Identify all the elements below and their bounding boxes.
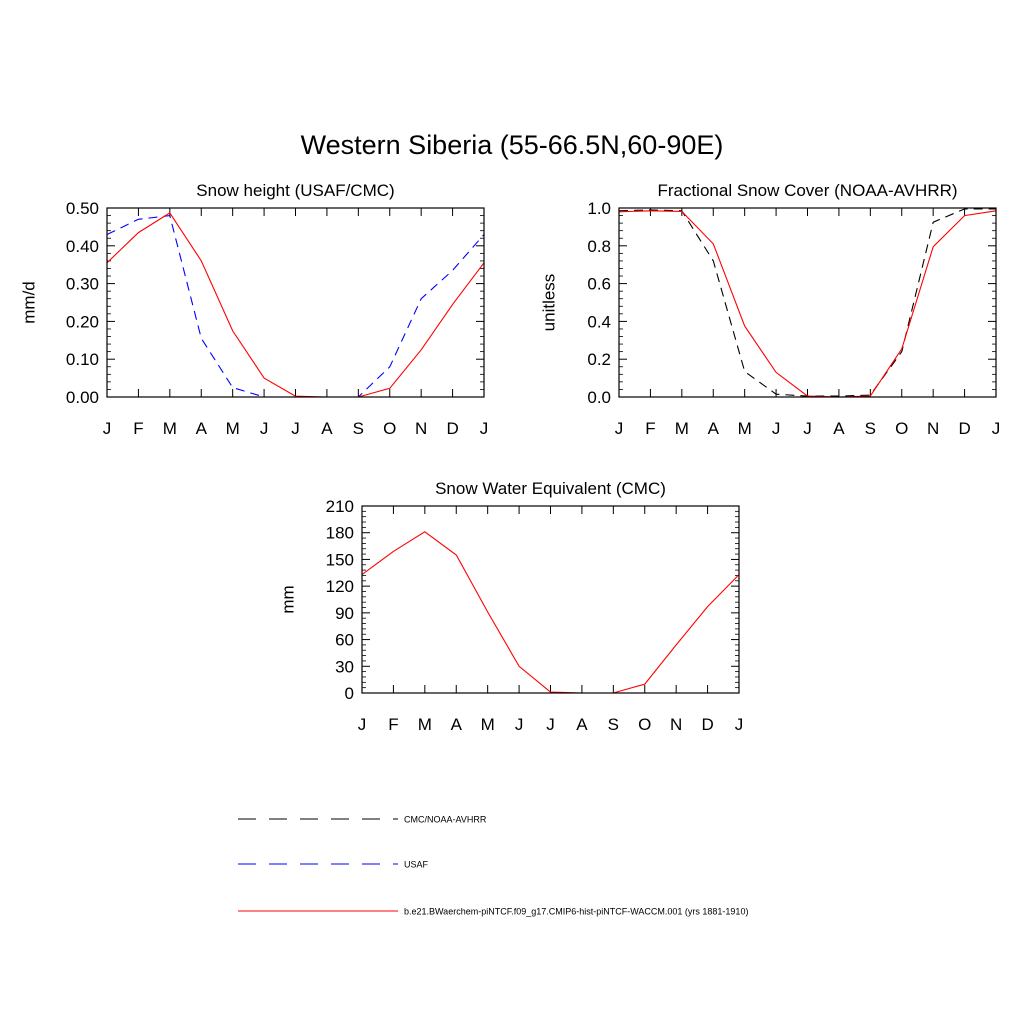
panel-title: Snow Water Equivalent (CMC) bbox=[435, 479, 666, 498]
x-tick-label: M bbox=[675, 419, 689, 438]
y-tick-label: 0.4 bbox=[587, 312, 611, 331]
x-tick-label: S bbox=[865, 419, 876, 438]
x-tick-label: J bbox=[772, 419, 781, 438]
y-tick-label: 90 bbox=[335, 604, 354, 623]
x-tick-label: J bbox=[358, 715, 367, 734]
y-tick-label: 0.20 bbox=[66, 312, 99, 331]
y-axis-label: unitless bbox=[539, 274, 558, 332]
y-tick-label: 0.10 bbox=[66, 350, 99, 369]
chart-panel-1: Snow height (USAF/CMC) mm/d 0.00 0.10 0.20 0.… bbox=[19, 181, 488, 438]
x-tick-label: J bbox=[103, 419, 112, 438]
x-tick-label: J bbox=[803, 419, 812, 438]
y-tick-label: 120 bbox=[326, 577, 354, 596]
panel-title: Snow height (USAF/CMC) bbox=[196, 181, 394, 200]
y-axis-label: mm bbox=[278, 585, 297, 613]
x-tick-label: M bbox=[418, 715, 432, 734]
x-tick-label: O bbox=[638, 715, 651, 734]
series-line-model bbox=[361, 531, 740, 694]
x-tick-label: N bbox=[670, 715, 682, 734]
x-tick-label: J bbox=[615, 419, 624, 438]
x-tick-label: J bbox=[546, 715, 555, 734]
y-tick-label: 0 bbox=[345, 684, 354, 703]
x-tick-label: D bbox=[701, 715, 713, 734]
y-tick-label: 60 bbox=[335, 631, 354, 650]
y-tick-label: 0.0 bbox=[587, 388, 611, 407]
x-tick-label: F bbox=[388, 715, 398, 734]
x-tick-label: N bbox=[927, 419, 939, 438]
legend-label: CMC/NOAA-AVHRR bbox=[404, 815, 487, 825]
y-tick-label: 0.8 bbox=[587, 237, 611, 256]
y-tick-label: 210 bbox=[326, 497, 354, 516]
x-tick-label: A bbox=[451, 715, 463, 734]
x-tick-label: M bbox=[481, 715, 495, 734]
x-tick-label: A bbox=[321, 419, 333, 438]
x-tick-label: O bbox=[383, 419, 396, 438]
plot-frame bbox=[361, 505, 740, 694]
series-line-usaf bbox=[106, 214, 485, 398]
y-axis-label: mm/d bbox=[19, 281, 38, 324]
y-tick-label: 0.6 bbox=[587, 275, 611, 294]
x-tick-label: A bbox=[833, 419, 845, 438]
y-tick-label: 30 bbox=[335, 657, 354, 676]
x-tick-label: J bbox=[260, 419, 269, 438]
panel-title: Fractional Snow Cover (NOAA-AVHRR) bbox=[657, 181, 957, 200]
chart-panel-3: Snow Water Equivalent (CMC) mm 0 30 60 90 120 1… bbox=[278, 479, 743, 734]
y-tick-label: 180 bbox=[326, 524, 354, 543]
y-tick-label: 0.50 bbox=[66, 199, 99, 218]
y-tick-label: 150 bbox=[326, 550, 354, 569]
x-tick-label: J bbox=[480, 419, 489, 438]
x-tick-label: M bbox=[226, 419, 240, 438]
plot-frame bbox=[106, 207, 485, 398]
x-tick-label: A bbox=[196, 419, 208, 438]
legend: CMC/NOAA-AVHRR USAF b.e21.BWaerchem-piNTCF… bbox=[238, 815, 748, 917]
x-tick-label: S bbox=[608, 715, 619, 734]
y-tick-label: 0.30 bbox=[66, 275, 99, 294]
x-tick-label: A bbox=[576, 715, 588, 734]
legend-label: USAF bbox=[404, 860, 429, 870]
y-tick-label: 0.00 bbox=[66, 388, 99, 407]
x-tick-label: D bbox=[958, 419, 970, 438]
x-tick-label: J bbox=[291, 419, 300, 438]
x-tick-label: M bbox=[163, 419, 177, 438]
x-tick-label: F bbox=[133, 419, 143, 438]
legend-label: b.e21.BWaerchem-piNTCF.f09_g17.CMIP6-his… bbox=[404, 907, 748, 917]
plot-frame bbox=[618, 207, 997, 398]
x-tick-label: N bbox=[415, 419, 427, 438]
y-tick-label: 0.2 bbox=[587, 350, 611, 369]
chart-panel-2: Fractional Snow Cover (NOAA-AVHRR) unitle… bbox=[539, 181, 1000, 438]
x-tick-label: J bbox=[992, 419, 1001, 438]
x-tick-label: S bbox=[353, 419, 364, 438]
y-tick-label: 0.40 bbox=[66, 237, 99, 256]
x-tick-label: J bbox=[735, 715, 744, 734]
y-tick-label: 1.0 bbox=[587, 199, 611, 218]
x-tick-label: J bbox=[515, 715, 524, 734]
series-line-obs bbox=[618, 208, 996, 397]
series-line-model bbox=[106, 212, 485, 398]
x-tick-label: A bbox=[708, 419, 720, 438]
series-line-model bbox=[618, 210, 997, 398]
x-tick-label: D bbox=[446, 419, 458, 438]
x-tick-label: F bbox=[645, 419, 655, 438]
figure-title: Western Siberia (55-66.5N,60-90E) bbox=[300, 130, 724, 160]
x-tick-label: O bbox=[895, 419, 908, 438]
x-tick-label: M bbox=[738, 419, 752, 438]
